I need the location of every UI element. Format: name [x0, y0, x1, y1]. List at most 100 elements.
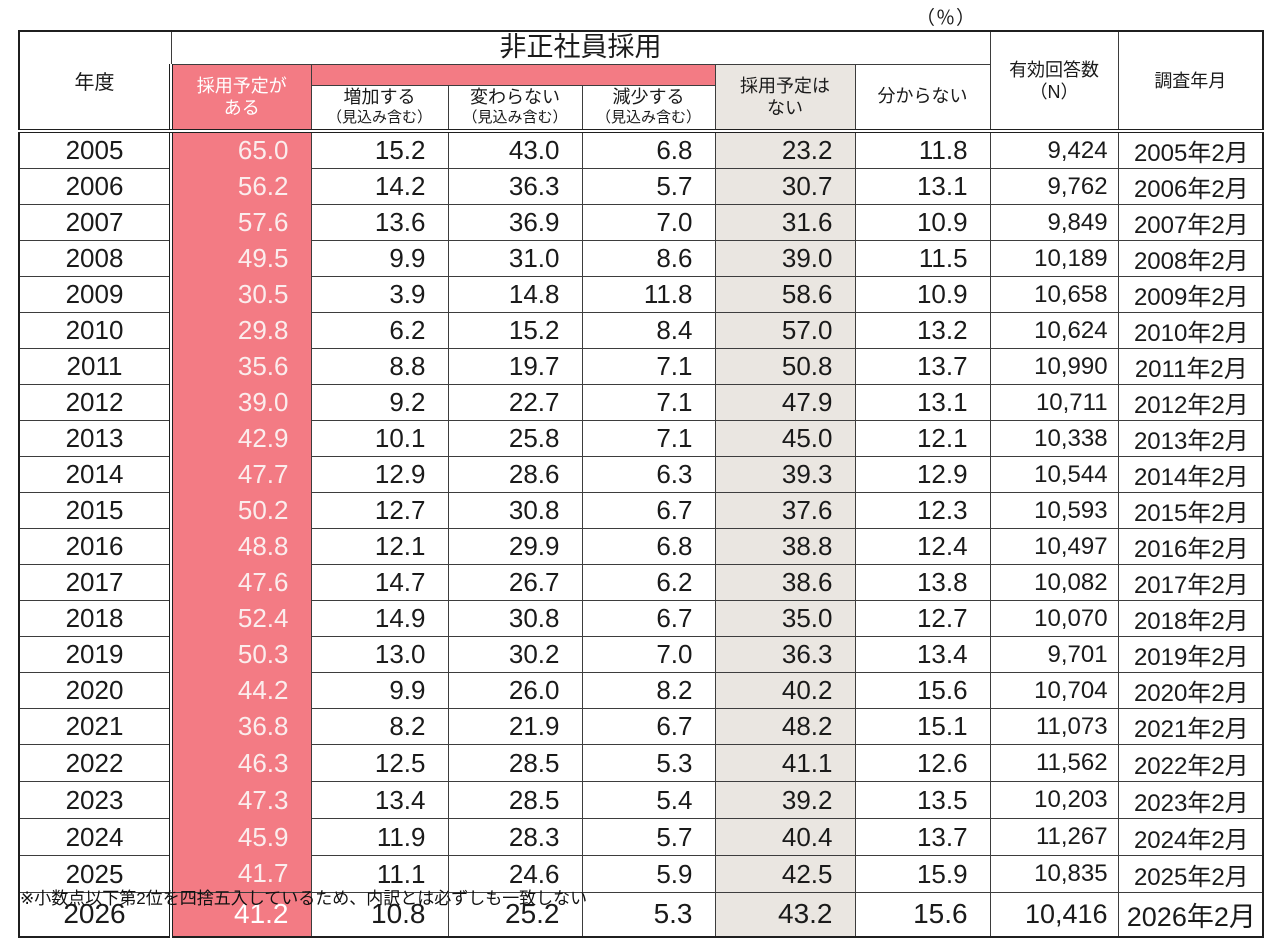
cell-unknown: 10.9 — [854, 204, 991, 241]
cell-decrease: 5.4 — [581, 781, 716, 819]
cell-valid-responses: 10,704 — [989, 672, 1119, 709]
cell-year: 2009 — [18, 276, 172, 313]
cell-unknown: 12.9 — [854, 456, 991, 493]
cell-unchanged: 22.7 — [447, 384, 583, 421]
cell-valid-responses: 10,544 — [989, 456, 1119, 493]
cell-plan-yes: 49.5 — [169, 240, 312, 277]
cell-survey-date: 2005年2月 — [1117, 130, 1264, 169]
cell-decrease: 7.0 — [581, 636, 716, 673]
cell-decrease: 6.8 — [581, 130, 716, 169]
cell-unchanged: 15.2 — [447, 312, 583, 349]
cell-plan-no: 48.2 — [714, 708, 856, 745]
cell-plan-yes: 36.8 — [169, 708, 312, 745]
cell-plan-no: 38.8 — [714, 528, 856, 565]
cell-decrease: 7.1 — [581, 348, 716, 385]
cell-plan-yes: 30.5 — [169, 276, 312, 313]
cell-year: 2020 — [18, 672, 172, 709]
cell-unknown: 13.2 — [854, 312, 991, 349]
cell-plan-yes: 42.9 — [169, 420, 312, 457]
cell-plan-no: 50.8 — [714, 348, 856, 385]
cell-valid-responses: 10,990 — [989, 348, 1119, 385]
cell-decrease: 7.1 — [581, 384, 716, 421]
table-row: 2015 50.2 12.7 30.8 6.7 37.6 12.3 10,593… — [18, 492, 1264, 529]
table-row: 2020 44.2 9.9 26.0 8.2 40.2 15.6 10,704 … — [18, 672, 1264, 709]
table-row: 2021 36.8 8.2 21.9 6.7 48.2 15.1 11,073 … — [18, 708, 1264, 745]
cell-increase: 12.1 — [310, 528, 449, 565]
cell-survey-date: 2024年2月 — [1117, 818, 1264, 856]
cell-decrease: 11.8 — [581, 276, 716, 313]
cell-unchanged: 43.0 — [447, 130, 583, 169]
cell-increase: 14.2 — [310, 168, 449, 205]
cell-increase: 10.1 — [310, 420, 449, 457]
cell-increase: 12.7 — [310, 492, 449, 529]
cell-valid-responses: 10,203 — [989, 781, 1119, 819]
table-row: 2016 48.8 12.1 29.9 6.8 38.8 12.4 10,497… — [18, 528, 1264, 565]
header-valid-responses-line1: 有効回答数 — [1009, 59, 1100, 80]
cell-plan-no: 37.6 — [714, 492, 856, 529]
cell-decrease: 6.7 — [581, 600, 716, 637]
cell-unknown: 12.3 — [854, 492, 991, 529]
cell-year: 2019 — [18, 636, 172, 673]
cell-year: 2012 — [18, 384, 172, 421]
table-row: 2012 39.0 9.2 22.7 7.1 47.9 13.1 10,711 … — [18, 384, 1264, 421]
cell-year: 2007 — [18, 204, 172, 241]
cell-unchanged: 30.2 — [447, 636, 583, 673]
cell-unchanged: 28.5 — [447, 744, 583, 782]
cell-survey-date: 2025年2月 — [1117, 855, 1264, 893]
cell-valid-responses: 11,267 — [989, 818, 1119, 856]
cell-plan-no: 43.2 — [714, 892, 856, 937]
cell-unchanged: 28.3 — [447, 818, 583, 856]
cell-plan-yes: 48.8 — [169, 528, 312, 565]
cell-decrease: 8.2 — [581, 672, 716, 709]
cell-valid-responses: 10,711 — [989, 384, 1119, 421]
cell-unknown: 10.9 — [854, 276, 991, 313]
cell-valid-responses: 10,338 — [989, 420, 1119, 457]
cell-decrease: 5.3 — [581, 892, 716, 937]
cell-decrease: 5.3 — [581, 744, 716, 782]
cell-survey-date: 2014年2月 — [1117, 456, 1264, 493]
cell-survey-date: 2016年2月 — [1117, 528, 1264, 565]
cell-increase: 11.9 — [310, 818, 449, 856]
cell-valid-responses: 9,701 — [989, 636, 1119, 673]
header-valid-responses-line2: （N） — [1029, 81, 1079, 102]
cell-plan-yes: 39.0 — [169, 384, 312, 421]
cell-unchanged: 29.9 — [447, 528, 583, 565]
header-plan-no: 採用予定は ない — [714, 63, 856, 133]
cell-survey-date: 2021年2月 — [1117, 708, 1264, 745]
cell-year: 2005 — [18, 130, 172, 169]
cell-year: 2013 — [18, 420, 172, 457]
cell-survey-date: 2017年2月 — [1117, 564, 1264, 601]
cell-increase: 14.9 — [310, 600, 449, 637]
cell-survey-date: 2020年2月 — [1117, 672, 1264, 709]
cell-unknown: 12.4 — [854, 528, 991, 565]
cell-year: 2025 — [18, 855, 172, 893]
cell-valid-responses: 10,189 — [989, 240, 1119, 277]
cell-plan-yes: 47.7 — [169, 456, 312, 493]
cell-survey-date: 2013年2月 — [1117, 420, 1264, 457]
cell-plan-no: 41.1 — [714, 744, 856, 782]
header-unchanged-note: （見込み含む） — [462, 109, 568, 127]
cell-survey-date: 2018年2月 — [1117, 600, 1264, 637]
rounding-footnote: ※小数点以下第2位を四捨五入しているため、内訳とは必ずしも一致しない — [20, 889, 588, 908]
header-increase-note: （見込み含む） — [326, 109, 432, 127]
cell-decrease: 6.7 — [581, 708, 716, 745]
cell-unknown: 11.8 — [854, 130, 991, 169]
header-unknown: 分からない — [854, 63, 991, 133]
cell-valid-responses: 10,835 — [989, 855, 1119, 893]
table-row: 2011 35.6 8.8 19.7 7.1 50.8 13.7 10,990 … — [18, 348, 1264, 385]
cell-increase: 8.2 — [310, 708, 449, 745]
table-row: 2008 49.5 9.9 31.0 8.6 39.0 11.5 10,189 … — [18, 240, 1264, 277]
cell-survey-date: 2011年2月 — [1117, 348, 1264, 385]
cell-plan-no: 40.2 — [714, 672, 856, 709]
cell-year: 2010 — [18, 312, 172, 349]
cell-year: 2017 — [18, 564, 172, 601]
cell-decrease: 6.8 — [581, 528, 716, 565]
cell-plan-yes: 50.3 — [169, 636, 312, 673]
cell-increase: 9.9 — [310, 672, 449, 709]
cell-unchanged: 28.6 — [447, 456, 583, 493]
cell-decrease: 5.7 — [581, 168, 716, 205]
cell-unchanged: 31.0 — [447, 240, 583, 277]
cell-increase: 9.2 — [310, 384, 449, 421]
cell-unknown: 15.6 — [854, 892, 991, 937]
header-plan-no-line1: 採用予定は — [740, 75, 830, 96]
